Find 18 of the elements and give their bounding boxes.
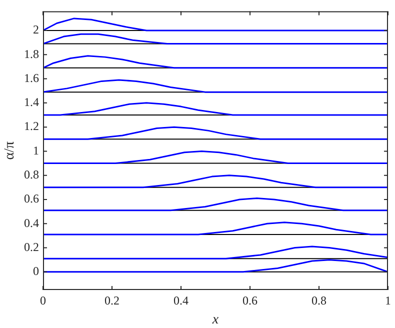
x-tick-label: 0.4 [174,293,188,308]
y-tick-label: 1.2 [24,119,39,134]
y-tick-label: 2 [33,22,39,37]
y-tick-label: 0.2 [24,240,39,254]
y-tick-label: 1.4 [24,95,39,110]
y-tick-label: 0.6 [24,192,39,206]
y-tick-label: 0 [33,264,39,278]
x-tick-label: 1 [385,293,391,308]
x-tick-label: 0.2 [104,293,120,308]
y-axis-title: α/π [2,141,18,160]
y-tick-label: 1.6 [24,70,39,85]
y-tick-label: 1.8 [24,46,39,61]
x-tick-label: 0.6 [242,293,258,308]
y-tick-label: 0.8 [24,168,39,182]
x-tick-label: 0.8 [312,293,326,308]
x-axis-title: x [211,312,220,328]
y-tick-label: 0.4 [24,216,39,230]
y-tick-label: 1 [33,143,39,158]
